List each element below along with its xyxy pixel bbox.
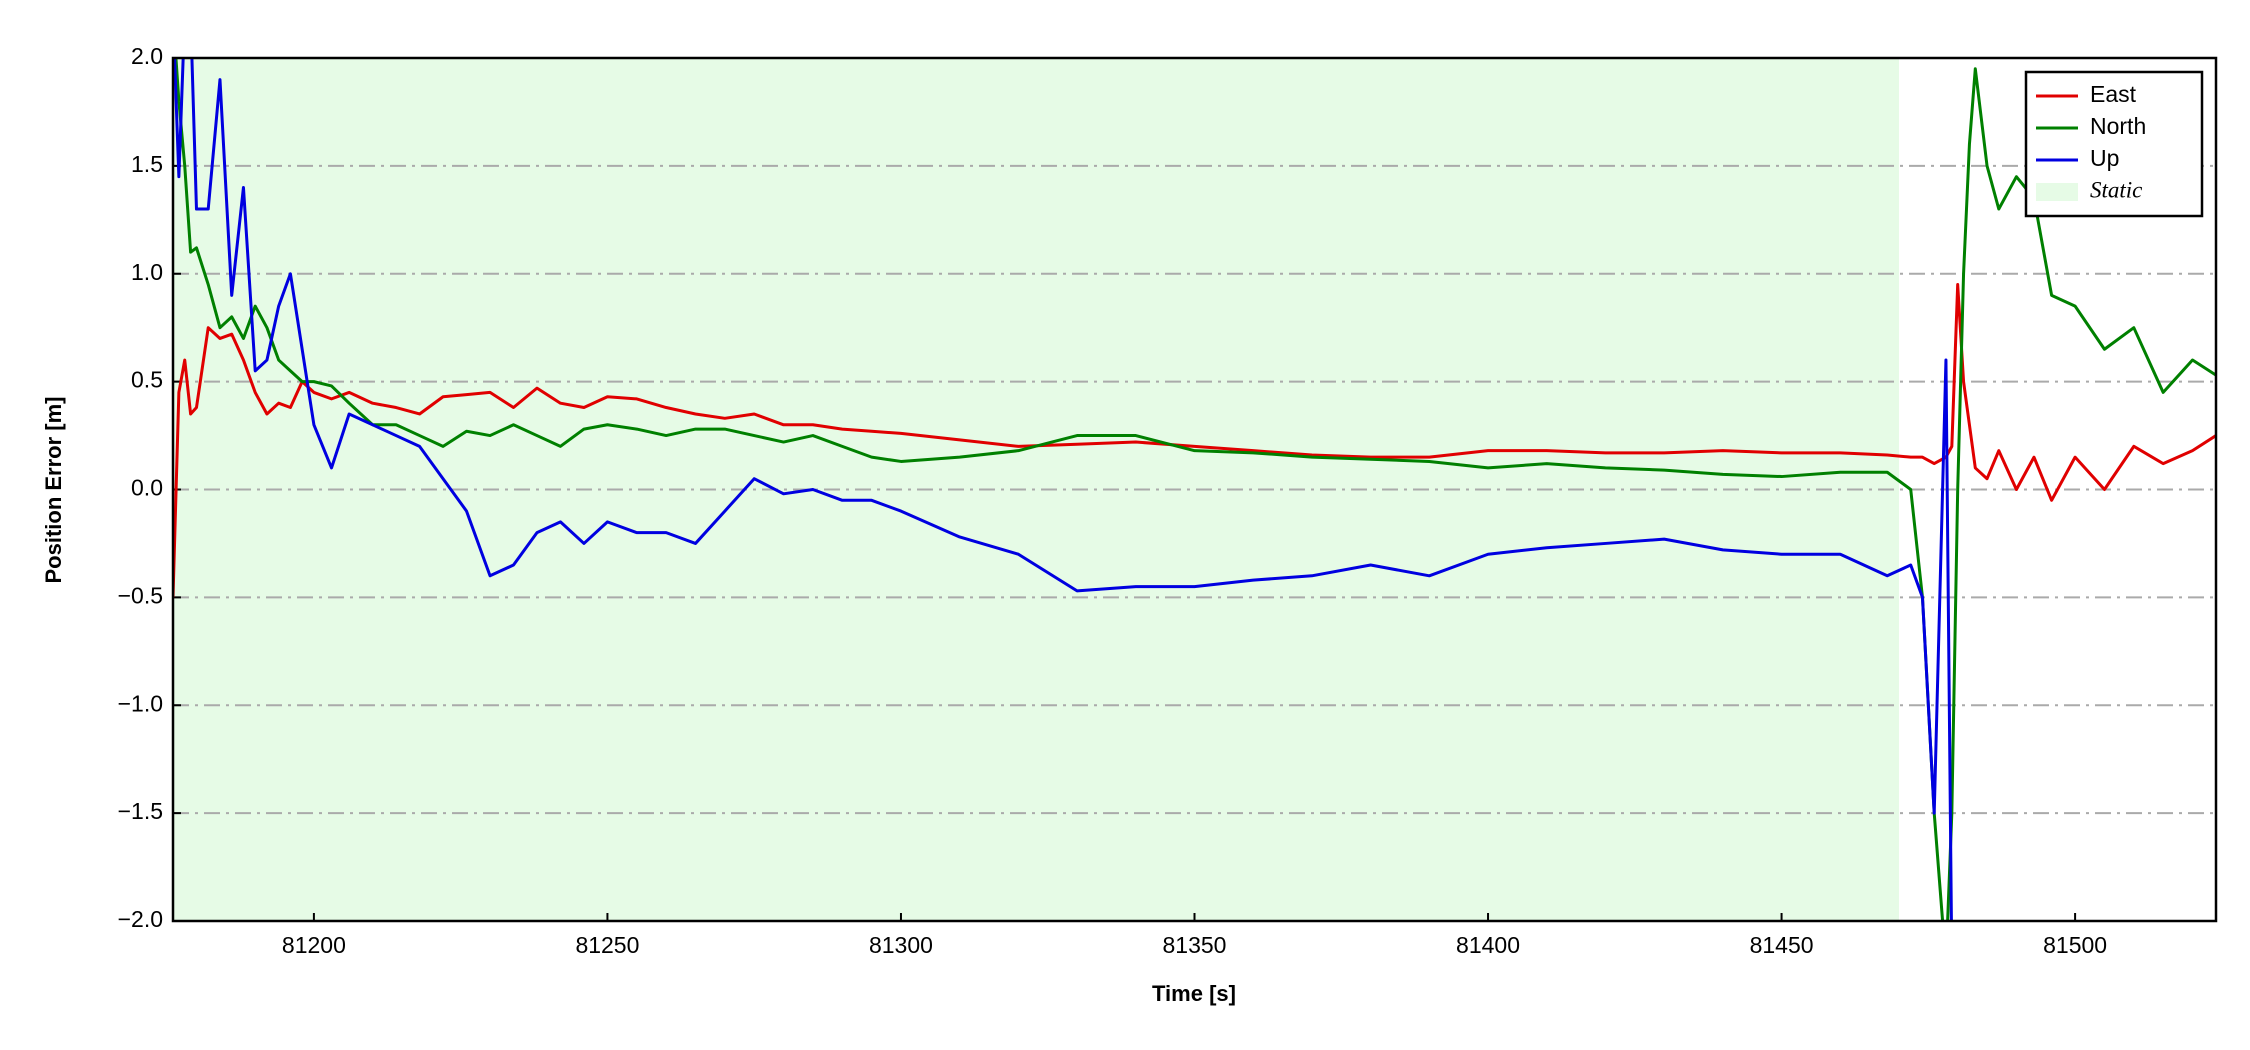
- legend-label: Static: [2090, 177, 2142, 202]
- x-tick-label: 81350: [1163, 932, 1227, 958]
- y-tick-label: 2.0: [131, 43, 163, 69]
- x-tick-label: 81300: [869, 932, 933, 958]
- y-tick-label: −1.5: [118, 798, 163, 824]
- y-tick-label: 0.5: [131, 367, 163, 393]
- legend-label: Up: [2090, 145, 2119, 171]
- y-tick-label: −0.5: [118, 582, 163, 608]
- legend-label: North: [2090, 113, 2146, 139]
- x-tick-label: 81500: [2043, 932, 2107, 958]
- y-tick-label: 0.0: [131, 475, 163, 501]
- y-tick-label: −2.0: [118, 906, 163, 932]
- y-tick-label: 1.0: [131, 259, 163, 285]
- x-tick-label: 81250: [575, 932, 639, 958]
- y-tick-label: 1.5: [131, 151, 163, 177]
- legend-label: East: [2090, 81, 2137, 107]
- y-axis-label: Position Error [m]: [41, 396, 66, 583]
- y-tick-label: −1.0: [118, 690, 163, 716]
- series-line: [173, 58, 1953, 921]
- plot-frame: [171, 56, 2218, 923]
- series-line: [173, 283, 2216, 598]
- plot-area: [173, 58, 2216, 921]
- x-tick-label: 81450: [1750, 932, 1814, 958]
- series-line: [174, 58, 2216, 921]
- legend-swatch: [2036, 183, 2078, 201]
- x-axis-label: Time [s]: [1152, 981, 1236, 1006]
- x-tick-label: 81400: [1456, 932, 1520, 958]
- x-tick-label: 81200: [282, 932, 346, 958]
